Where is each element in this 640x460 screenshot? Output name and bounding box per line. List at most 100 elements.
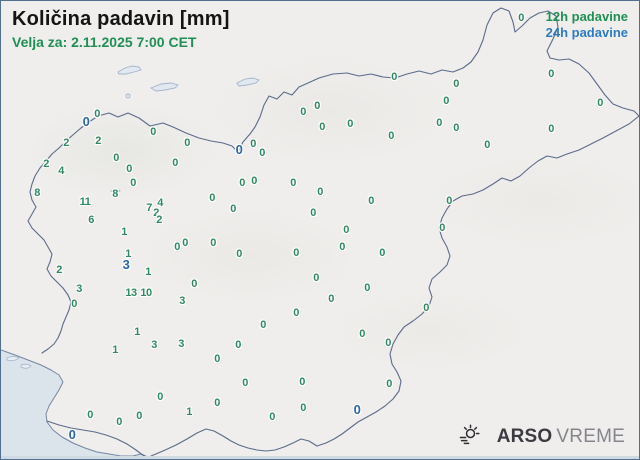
station-value-24h: 3 — [122, 257, 130, 273]
station-value-12h: 0 — [130, 176, 136, 189]
station-value-12h: 3 — [179, 294, 185, 307]
station-value-12h: 0 — [379, 246, 385, 259]
station-value-12h: 0 — [347, 117, 353, 130]
station-value-12h: 0 — [94, 107, 100, 120]
station-value-12h: 0 — [364, 281, 370, 294]
station-value-12h: 0 — [385, 336, 391, 349]
map-header: Količina padavin [mm] Velja za: 2.11.202… — [12, 8, 230, 50]
station-value-12h: 0 — [317, 185, 323, 198]
station-value-12h: 0 — [388, 129, 394, 142]
station-value-12h: 8 — [34, 186, 40, 199]
station-value-12h: 0 — [172, 156, 178, 169]
country-border-west — [27, 121, 90, 354]
station-value-12h: 0 — [299, 375, 305, 388]
station-value-12h: 1 — [112, 343, 118, 356]
station-value-12h: 0 — [314, 99, 320, 112]
arso-vreme-logo: ARSO VREME — [457, 422, 625, 451]
station-value-12h: 0 — [182, 236, 188, 249]
station-value-12h: 0 — [548, 122, 554, 135]
station-value-12h: 0 — [313, 271, 319, 284]
station-value-12h: 0 — [235, 338, 241, 351]
station-value-12h: 0 — [343, 223, 349, 236]
station-value-12h: 4 — [157, 196, 163, 209]
station-value-12h: 0 — [113, 151, 119, 164]
valid-time-subtitle: Velja za: 2.11.2025 7:00 CET — [12, 34, 197, 50]
station-value-12h: 7 — [146, 201, 152, 214]
station-value-12h: 0 — [436, 116, 442, 129]
station-value-12h: 2 — [63, 136, 69, 149]
station-value-12h: 0 — [210, 236, 216, 249]
country-border-north-east — [88, 7, 639, 447]
brand-arso: ARSO — [496, 425, 553, 447]
station-value-12h: 0 — [242, 376, 248, 389]
station-value-12h: 0 — [116, 415, 122, 428]
bottom-frame-strip — [1, 456, 639, 459]
legend: 12h padavine 24h padavine — [546, 9, 628, 41]
legend-24h-label: 24h padavine — [545, 25, 628, 40]
station-value-12h: 0 — [293, 246, 299, 259]
station-value-12h: 0 — [214, 396, 220, 409]
station-value-12h: 3 — [76, 282, 82, 295]
station-value-12h: 1 — [121, 225, 127, 238]
station-value-12h: 0 — [518, 11, 524, 24]
station-value-12h: 0 — [184, 136, 190, 149]
lagoon-islets — [6, 356, 32, 369]
station-value-12h: 0 — [484, 138, 490, 151]
station-value-12h: 0 — [87, 408, 93, 421]
legend-12h-label: 12h padavine — [545, 9, 628, 24]
station-value-12h: 10 — [140, 286, 152, 299]
station-value-12h: 8 — [112, 187, 118, 200]
sun-cloud-icon — [457, 422, 481, 451]
small-lake — [125, 93, 131, 99]
station-value-12h: 0 — [310, 206, 316, 219]
station-value-12h: 3 — [151, 338, 157, 351]
station-value-12h: 0 — [386, 377, 392, 390]
country-border-southwest — [46, 420, 318, 459]
page-title: Količina padavin [mm] — [12, 8, 230, 30]
station-value-12h: 0 — [300, 401, 306, 414]
station-value-12h: 0 — [214, 352, 220, 365]
station-value-12h: 0 — [174, 240, 180, 253]
station-value-12h: 0 — [439, 221, 445, 234]
station-value-12h: 1 — [134, 325, 140, 338]
station-value-12h: 1 — [145, 265, 151, 278]
station-value-12h: 2 — [153, 206, 159, 219]
station-value-12h: 0 — [597, 96, 603, 109]
brand-vreme: VREME — [556, 425, 625, 447]
station-value-12h: 0 — [319, 120, 325, 133]
station-value-12h: 3 — [178, 337, 184, 350]
station-value-12h: 2 — [95, 134, 101, 147]
station-value-12h: 0 — [260, 318, 266, 331]
station-value-12h: 0 — [391, 70, 397, 83]
station-value-12h: 0 — [453, 77, 459, 90]
station-value-12h: 11 — [79, 195, 91, 208]
station-value-12h: 0 — [453, 121, 459, 134]
station-value-12h: 0 — [328, 292, 334, 305]
station-value-12h: 13 — [125, 286, 137, 299]
station-value-12h: 0 — [126, 162, 132, 175]
station-value-12h: 1 — [125, 247, 131, 260]
station-value-12h: 4 — [58, 164, 64, 177]
station-value-12h: 0 — [446, 194, 452, 207]
station-value-12h: 1 — [186, 405, 192, 418]
station-value-12h: 0 — [236, 247, 242, 260]
brand-text: ARSO VREME — [497, 426, 625, 448]
station-value-12h: 0 — [150, 125, 156, 138]
station-value-12h: 2 — [56, 263, 62, 276]
alpine-lakes — [109, 65, 260, 194]
station-value-12h: 0 — [339, 240, 345, 253]
sea-area — [1, 350, 153, 459]
station-value-12h: 0 — [368, 194, 374, 207]
station-value-12h: 0 — [290, 176, 296, 189]
station-value-24h: 0 — [82, 114, 90, 130]
station-value-24h: 0 — [235, 142, 243, 158]
station-value-12h: 0 — [239, 176, 245, 189]
station-value-12h: 0 — [423, 301, 429, 314]
station-value-12h: 0 — [209, 191, 215, 204]
station-value-12h: 0 — [359, 327, 365, 340]
station-value-12h: 2 — [43, 157, 49, 170]
station-value-12h: 0 — [191, 277, 197, 290]
